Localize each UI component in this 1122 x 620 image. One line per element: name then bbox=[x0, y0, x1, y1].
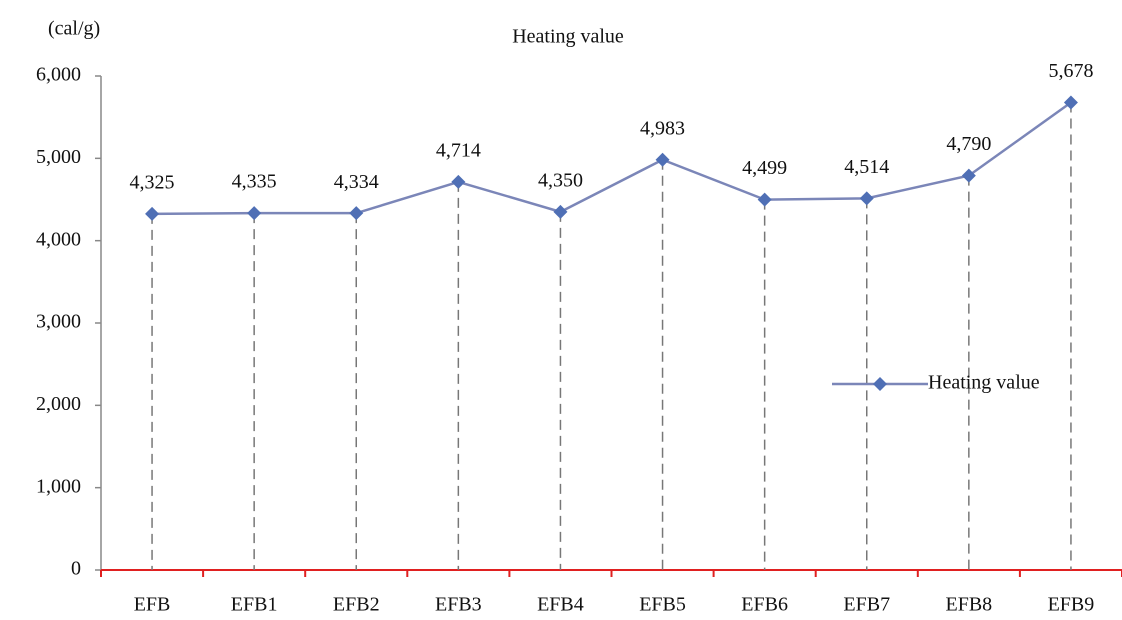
marker bbox=[1063, 95, 1078, 110]
x-tick-label: EFB8 bbox=[946, 594, 993, 616]
data-label: 5,678 bbox=[1048, 60, 1093, 82]
x-tick-label: EFB2 bbox=[333, 594, 380, 616]
marker bbox=[451, 174, 466, 189]
x-tick-label: EFB4 bbox=[537, 594, 584, 616]
data-label: 4,350 bbox=[538, 169, 583, 191]
data-label: 4,334 bbox=[334, 171, 379, 193]
marker bbox=[247, 206, 262, 221]
data-label: 4,983 bbox=[640, 117, 685, 139]
y-axis-label: (cal/g) bbox=[48, 18, 100, 40]
x-tick-label: EFB5 bbox=[639, 594, 686, 616]
y-tick-label: 4,000 bbox=[36, 228, 81, 250]
y-tick-label: 2,000 bbox=[36, 393, 81, 415]
x-tick-label: EFB3 bbox=[435, 594, 482, 616]
data-label: 4,335 bbox=[232, 171, 277, 193]
marker bbox=[961, 168, 976, 183]
marker bbox=[859, 191, 874, 206]
marker bbox=[145, 206, 160, 221]
legend-marker bbox=[873, 377, 887, 391]
marker bbox=[757, 192, 772, 207]
x-tick-label: EFB6 bbox=[741, 594, 788, 616]
x-tick-label: EFB1 bbox=[231, 594, 278, 616]
data-label: 4,514 bbox=[844, 156, 889, 178]
series-line bbox=[152, 101, 1072, 216]
x-tick-label: EFB7 bbox=[843, 594, 890, 616]
y-tick-label: 5,000 bbox=[36, 146, 81, 168]
marker bbox=[655, 152, 670, 167]
data-label: 4,790 bbox=[946, 133, 991, 155]
y-tick-label: 6,000 bbox=[36, 64, 81, 86]
y-tick-label: 3,000 bbox=[36, 311, 81, 333]
data-label: 4,325 bbox=[130, 172, 175, 194]
data-label: 4,499 bbox=[742, 157, 787, 179]
legend-label: Heating value bbox=[928, 372, 1040, 394]
x-tick-label: EFB9 bbox=[1048, 594, 1095, 616]
marker bbox=[349, 206, 364, 221]
y-tick-label: 0 bbox=[71, 558, 81, 580]
y-tick-label: 1,000 bbox=[36, 475, 81, 497]
x-tick-label: EFB bbox=[134, 594, 171, 616]
data-label: 4,714 bbox=[436, 139, 481, 161]
chart-title: Heating value bbox=[512, 26, 624, 48]
marker bbox=[553, 204, 568, 219]
